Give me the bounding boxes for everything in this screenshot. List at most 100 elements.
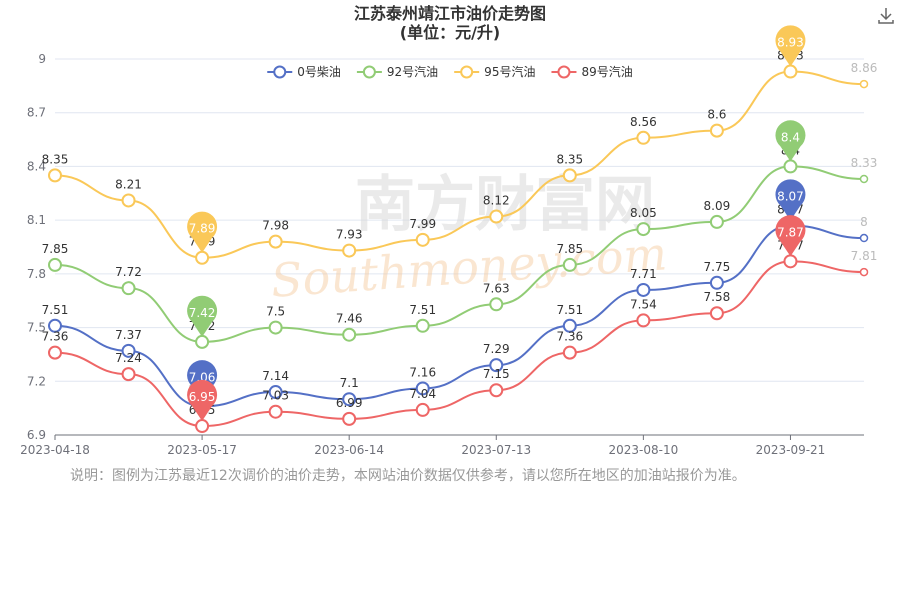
data-point[interactable] [268,234,283,249]
legend-item[interactable]: 92号汽油 [356,64,438,79]
data-point[interactable] [48,257,62,272]
y-tick-label: 7.8 [27,267,46,281]
data-point[interactable] [415,402,430,417]
data-point[interactable] [342,243,357,258]
data-point[interactable] [783,159,798,174]
data-label: 8 [860,215,868,229]
data-point[interactable] [709,275,724,290]
data-point[interactable] [415,381,430,396]
data-point[interactable] [783,64,798,79]
data-point[interactable] [342,327,357,342]
data-point[interactable] [121,343,136,358]
marker-pin [187,211,218,253]
data-label: 7.81 [851,249,878,263]
axes: 6.9 7.2 7.5 7.8 8.1 8.4 8.7 9 2023-04-18 2023-05-… [20,52,864,457]
marker-label: 7.89 [189,222,216,236]
data-point[interactable] [342,392,357,407]
data-point[interactable] [195,334,210,349]
data-point[interactable] [859,79,869,89]
min-max-markers: 8.07 7.06 8.4 7.42 8.93 7.89 7.87 6.95 [187,25,806,422]
data-point[interactable] [859,233,869,243]
chart-title-block: 江苏泰州靖江市油价走势图 (单位：元/升) [0,4,900,42]
data-point[interactable] [268,320,283,335]
x-tick-label: 2023-05-17 [167,443,237,457]
data-point[interactable] [48,168,62,183]
data-label: 6.99 [336,396,363,410]
data-point[interactable] [636,313,651,328]
data-label: 7.72 [115,265,142,279]
data-point[interactable] [636,130,651,145]
data-label: 7.36 [42,330,69,344]
data-point[interactable] [48,318,62,333]
legend-label: 0号柴油 [297,65,341,79]
data-point[interactable] [415,318,430,333]
data-label: 8.86 [851,61,878,75]
marker-label: 7.87 [777,225,804,239]
data-label: 7.16 [409,365,436,379]
data-label: 7.29 [483,342,510,356]
data-point[interactable] [562,168,577,183]
data-label: 8.21 [115,177,142,191]
y-tick-label: 7.2 [27,374,46,388]
data-point[interactable] [562,318,577,333]
data-label: 7.24 [115,351,142,365]
data-point[interactable] [562,345,577,360]
marker-label: 6.95 [189,390,216,404]
data-point[interactable] [709,306,724,321]
data-point[interactable] [709,123,724,138]
legend-item[interactable]: 0号柴油 [267,65,341,79]
x-tick-label: 2023-07-13 [461,443,531,457]
marker-pin [775,179,806,221]
data-point[interactable] [489,209,504,224]
y-tick-label: 8.1 [27,213,46,227]
legend-item[interactable]: 95号汽油 [454,64,535,79]
data-point[interactable] [415,232,430,247]
data-label: 7.51 [409,303,436,317]
data-point[interactable] [48,345,62,360]
legend-label: 92号汽油 [387,64,438,79]
legend-label: 89号汽油 [581,64,632,79]
data-label: 7.14 [262,369,289,383]
marker-label: 8.07 [777,190,804,204]
data-point[interactable] [709,214,724,229]
data-point[interactable] [121,193,136,208]
data-point[interactable] [121,281,136,296]
data-point[interactable] [636,222,651,237]
data-point[interactable] [121,367,136,382]
data-point[interactable] [268,404,283,419]
data-point[interactable] [195,250,210,265]
chart-note: 说明：图例为江苏最近12次调价的油价走势，本网站油价数据仅供参考，请以您所在地区… [70,468,746,484]
data-point[interactable] [489,297,504,312]
data-label: 8.05 [630,206,657,220]
data-label: 8.6 [707,108,726,122]
marker-label: 7.42 [189,306,216,320]
x-tick-label: 2023-09-21 [756,443,826,457]
data-label: 8.09 [704,199,731,213]
data-label: 7.93 [336,228,363,242]
data-label: 8.35 [556,152,583,166]
legend-item[interactable]: 89号汽油 [551,64,633,79]
data-point[interactable] [342,411,357,426]
data-label: 7.71 [630,267,657,281]
legend[interactable]: 0号柴油 92号汽油 95号汽油 89号汽油 [267,64,633,79]
data-label: 7.04 [409,387,436,401]
series-line [54,165,865,343]
data-label: 7.75 [704,260,731,274]
data-point[interactable] [636,282,651,297]
series-line [54,260,865,428]
legend-marker [557,65,571,79]
data-point[interactable] [195,419,210,434]
marker-label: 8.4 [781,130,800,144]
marker-pin [775,120,806,162]
data-point[interactable] [489,383,504,398]
data-label: 7.51 [556,303,583,317]
watermark-cn: 南方财富网 [355,170,655,240]
data-point[interactable] [489,358,504,373]
data-point[interactable] [268,385,283,400]
data-point[interactable] [859,174,869,184]
download-icon[interactable] [876,6,896,26]
data-point[interactable] [783,254,798,269]
marker-pin [775,215,806,257]
data-point[interactable] [859,267,869,277]
data-point[interactable] [562,257,577,272]
